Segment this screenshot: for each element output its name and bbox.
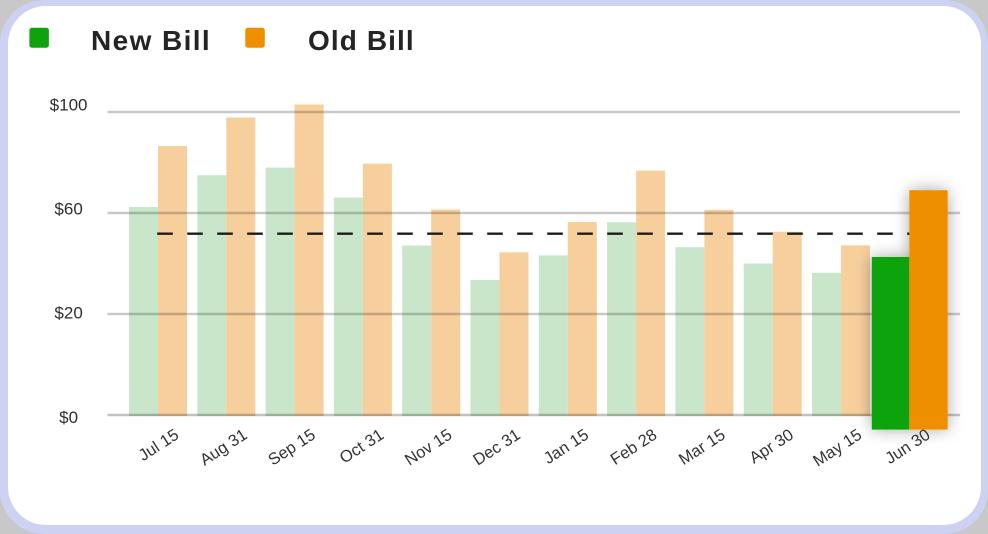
- svg-text:Oct 31: Oct 31: [337, 426, 388, 468]
- svg-text:$20: $20: [54, 304, 82, 323]
- svg-text:Jan 15: Jan 15: [541, 426, 592, 468]
- svg-text:Aug 31: Aug 31: [197, 426, 251, 470]
- svg-text:New Bill: New Bill: [91, 25, 211, 56]
- svg-text:Jul 15: Jul 15: [135, 426, 182, 465]
- svg-text:Mar 15: Mar 15: [676, 426, 729, 469]
- svg-text:Apr 30: Apr 30: [746, 426, 797, 468]
- svg-text:$60: $60: [54, 200, 82, 219]
- svg-text:Sep 15: Sep 15: [265, 426, 319, 470]
- svg-text:May 15: May 15: [810, 426, 865, 471]
- svg-text:$100: $100: [50, 96, 88, 115]
- svg-text:$0: $0: [59, 408, 78, 427]
- svg-text:Jun 30: Jun 30: [882, 426, 933, 468]
- svg-text:Dec 31: Dec 31: [470, 426, 524, 470]
- svg-text:Old Bill: Old Bill: [308, 25, 415, 56]
- svg-text:Feb 28: Feb 28: [607, 426, 660, 469]
- svg-text:Nov 15: Nov 15: [402, 426, 456, 470]
